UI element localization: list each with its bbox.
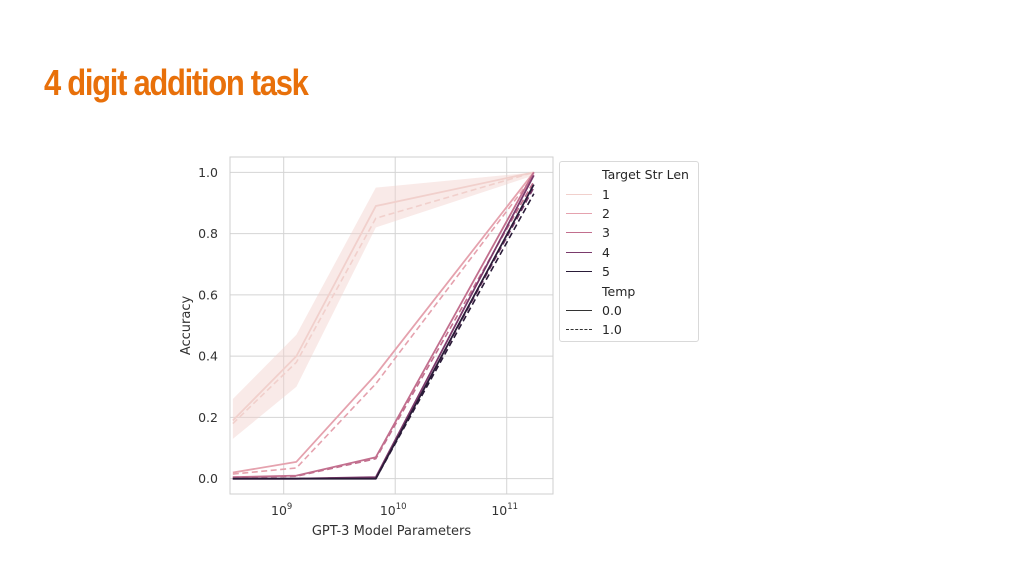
y-tick-label: 0.2 xyxy=(198,410,218,425)
y-axis-label: Accuracy xyxy=(179,296,194,356)
slide-title: 4 digit addition task xyxy=(44,62,309,103)
legend-title-temp: Temp xyxy=(602,284,636,299)
series-line-len-1-temp-0.0 xyxy=(232,171,535,422)
legend-swatch xyxy=(566,329,592,330)
x-tick-label: 109 xyxy=(271,502,292,518)
x-tick-label: 1010 xyxy=(380,502,407,518)
legend-swatch xyxy=(566,310,592,311)
legend-item-temp-1: 1.0 xyxy=(560,321,698,340)
x-axis-label: GPT-3 Model Parameters xyxy=(312,524,472,539)
legend-item-len-4: 4 xyxy=(560,244,698,263)
x-tick-label: 1011 xyxy=(491,502,518,518)
confidence-band-len-1 xyxy=(232,172,534,439)
legend-item-len-2: 2 xyxy=(560,205,698,224)
legend-swatch xyxy=(566,252,592,253)
series-line-len-3-temp-0.0 xyxy=(232,171,535,479)
series-line-len-1-temp-1.0 xyxy=(232,171,535,425)
legend-swatch xyxy=(566,271,592,272)
series-line-len-2-temp-0.0 xyxy=(232,171,535,474)
legend-item-len-5: 5 xyxy=(560,263,698,282)
legend-item-len-1: 1 xyxy=(560,186,698,205)
legend-swatch xyxy=(566,194,592,195)
y-tick-label: 1.0 xyxy=(198,165,218,180)
series-line-len-5-temp-0.0 xyxy=(232,184,535,480)
y-tick-label: 0.8 xyxy=(198,226,218,241)
plot-frame xyxy=(229,156,554,495)
legend-item-len-3: 3 xyxy=(560,224,698,243)
y-tick-label: 0.4 xyxy=(198,349,218,364)
y-tick-label: 0.0 xyxy=(198,471,218,486)
legend-swatch xyxy=(566,232,592,233)
legend-item-temp-0: 0.0 xyxy=(560,302,698,321)
chart-legend: Target Str Len 1 2 3 4 5 Temp 0.0 1.0 xyxy=(559,161,699,342)
legend-swatch xyxy=(566,213,592,214)
y-tick-label: 0.6 xyxy=(198,287,218,302)
series-line-len-2-temp-1.0 xyxy=(232,174,535,475)
legend-title-target-str-len: Target Str Len xyxy=(602,167,689,182)
